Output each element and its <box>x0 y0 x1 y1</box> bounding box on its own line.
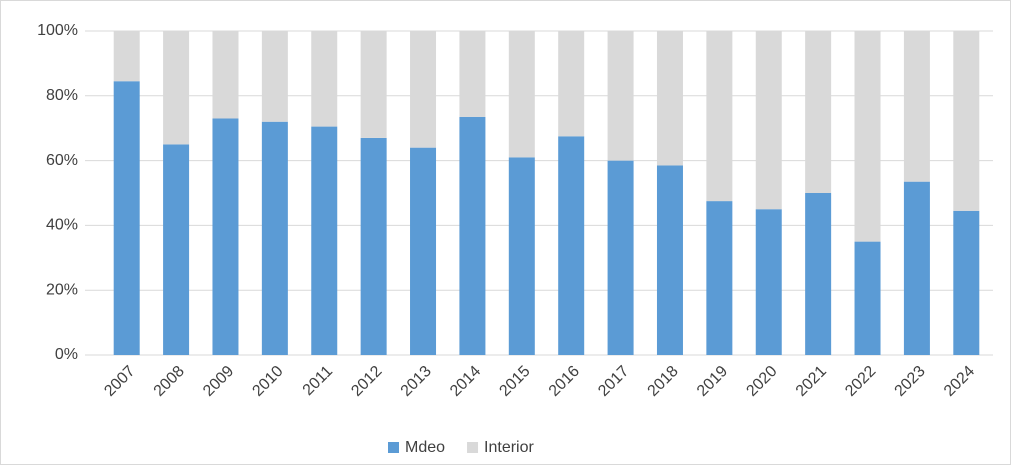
bar-segment <box>360 137 387 355</box>
bar-segment <box>953 210 980 355</box>
bar-segment <box>113 31 140 82</box>
bar-segment <box>854 31 881 242</box>
bar-segment <box>163 144 190 355</box>
bar-segment <box>558 136 585 355</box>
bar-segment <box>805 193 832 355</box>
bar-segment <box>410 147 437 355</box>
legend-swatch <box>388 442 399 453</box>
y-tick-label: 60% <box>46 152 78 169</box>
bar-segment <box>854 241 881 355</box>
bar-segment <box>212 31 239 119</box>
bar-segment <box>656 31 683 166</box>
bar-segment <box>163 31 190 145</box>
y-tick-label: 80% <box>46 87 78 104</box>
bar-segment <box>903 31 930 182</box>
bar-segment <box>261 121 288 355</box>
bar-segment <box>360 31 387 138</box>
bar-segment <box>212 118 239 355</box>
y-tick-label: 100% <box>37 22 78 39</box>
bar-segment <box>113 81 140 355</box>
legend-swatch <box>467 442 479 453</box>
legend-label: Mdeo <box>405 439 445 456</box>
bar-segment <box>903 181 930 355</box>
bar-segment <box>755 31 782 210</box>
bar-segment <box>607 160 634 355</box>
bar-segment <box>706 31 733 202</box>
y-tick-label: 20% <box>46 281 78 298</box>
bar-segment <box>706 201 733 355</box>
bar-segment <box>755 209 782 355</box>
bar-segment <box>410 31 437 148</box>
bar-segment <box>459 31 486 117</box>
bar-segment <box>311 126 338 355</box>
bar-segment <box>261 31 288 122</box>
y-tick-label: 0% <box>55 346 78 363</box>
bar-segment <box>558 31 585 137</box>
bar-segment <box>607 31 634 161</box>
bar-segment <box>805 31 832 193</box>
legend-label: Interior <box>484 439 534 456</box>
bar-segment <box>953 31 980 211</box>
bar-segment <box>656 165 683 355</box>
bar-segment <box>508 157 535 355</box>
bar-segment <box>459 116 486 355</box>
bar-segment <box>508 31 535 158</box>
bar-segment <box>311 31 338 127</box>
y-tick-label: 40% <box>46 217 78 234</box>
